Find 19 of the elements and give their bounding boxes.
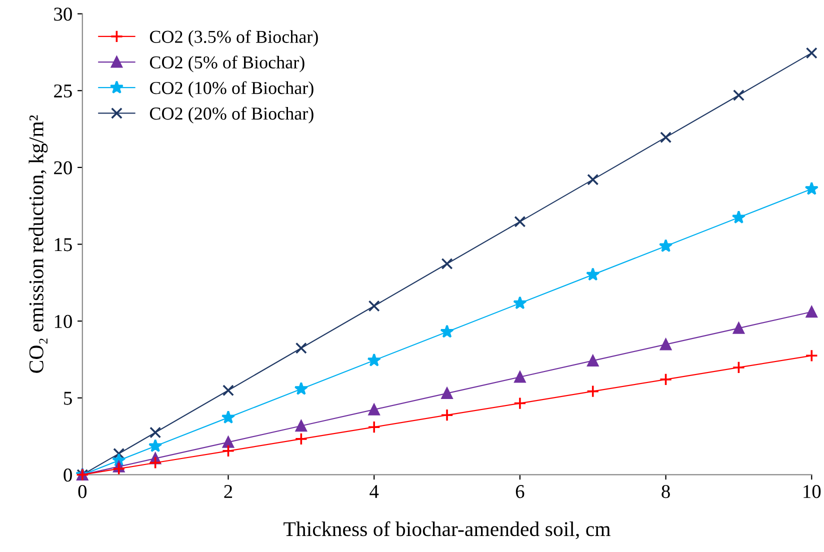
legend-label: CO2 (5% of Biochar) bbox=[150, 56, 304, 72]
y-axis-title: CO₂ emission reduction, kg/m² bbox=[28, 115, 48, 373]
y-tick-label: 20 bbox=[54, 161, 72, 174]
legend-label: CO2 (20% of Biochar) bbox=[150, 106, 314, 124]
x-tick-label: 0 bbox=[78, 485, 87, 498]
y-tick-label: 0 bbox=[64, 468, 72, 482]
legend-label: CO2 (3.5% of Biochar) bbox=[150, 30, 318, 47]
x-tick-label: 2 bbox=[224, 485, 232, 498]
y-tick-label: 5 bbox=[64, 392, 72, 405]
legend-label: CO2 (10% of Biochar) bbox=[150, 81, 314, 98]
y-tick-label: 15 bbox=[54, 238, 72, 252]
x-axis-title: Thickness of biochar-amended soil, cm bbox=[284, 521, 610, 540]
x-tick-label: 10 bbox=[804, 485, 821, 498]
y-tick-label: 10 bbox=[54, 314, 72, 328]
x-tick-label: 4 bbox=[370, 485, 379, 498]
x-tick-label: 6 bbox=[516, 485, 524, 498]
y-tick-label: 25 bbox=[54, 84, 72, 98]
x-tick-label: 8 bbox=[662, 485, 670, 498]
y-tick-label: 30 bbox=[54, 8, 72, 21]
